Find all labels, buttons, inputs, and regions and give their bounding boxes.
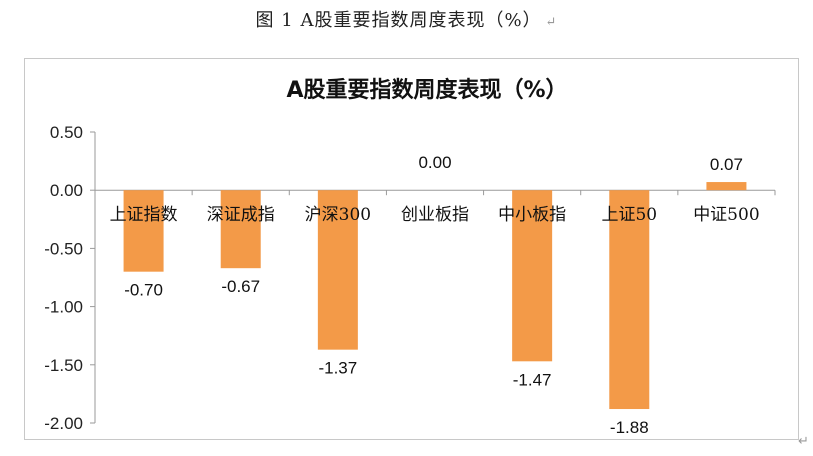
bar: [317, 190, 358, 350]
x-category-label: 中证500: [693, 205, 759, 225]
x-category-label: 上证指数: [110, 205, 178, 225]
x-category-label: 沪深300: [305, 205, 371, 225]
bar: [512, 190, 553, 362]
bar-chart: A股重要指数周度表现（%） 0.50 0.00 -0.50 -1.00 -1.50 -2.0…: [44, 77, 776, 437]
y-tick-label: -2.00: [44, 414, 83, 433]
chart-frame: A股重要指数周度表现（%） 0.50 0.00 -0.50 -1.00 -1.50 -2.0…: [24, 58, 799, 440]
bar-value-label: 0.00: [418, 153, 451, 172]
figure-caption: 图 1 A股重要指数周度表现（%） ↵: [0, 6, 813, 32]
bar: [609, 190, 650, 410]
figure-caption-text: 图 1 A股重要指数周度表现（%）: [255, 10, 542, 31]
bar: [706, 182, 747, 191]
bar: [123, 190, 164, 272]
bar: [220, 190, 261, 269]
bar-value-label: -0.70: [124, 281, 163, 300]
chart-title: A股重要指数周度表现（%）: [286, 77, 567, 103]
y-tick-label: -0.50: [44, 239, 83, 258]
y-tick-label: 0.00: [50, 181, 83, 200]
bar-value-label: 0.07: [710, 155, 743, 174]
y-tick-label: -1.50: [44, 356, 83, 375]
x-category-label: 深证成指: [207, 205, 275, 225]
y-tick-label: -1.00: [44, 298, 83, 317]
x-category-label: 创业板指: [401, 205, 469, 225]
bar-value-label: -0.67: [221, 277, 260, 296]
bar-value-label: -1.37: [318, 359, 357, 378]
x-category-label: 上证50: [601, 205, 657, 225]
paragraph-mark-icon: ↵: [545, 15, 558, 30]
bar-value-label: -1.47: [513, 370, 552, 389]
bar-value-label: -1.88: [610, 418, 649, 437]
y-tick-label: 0.50: [50, 123, 83, 142]
paragraph-mark-icon-bottom: ↵: [798, 434, 809, 449]
x-category-label: 中小板指: [498, 205, 566, 225]
